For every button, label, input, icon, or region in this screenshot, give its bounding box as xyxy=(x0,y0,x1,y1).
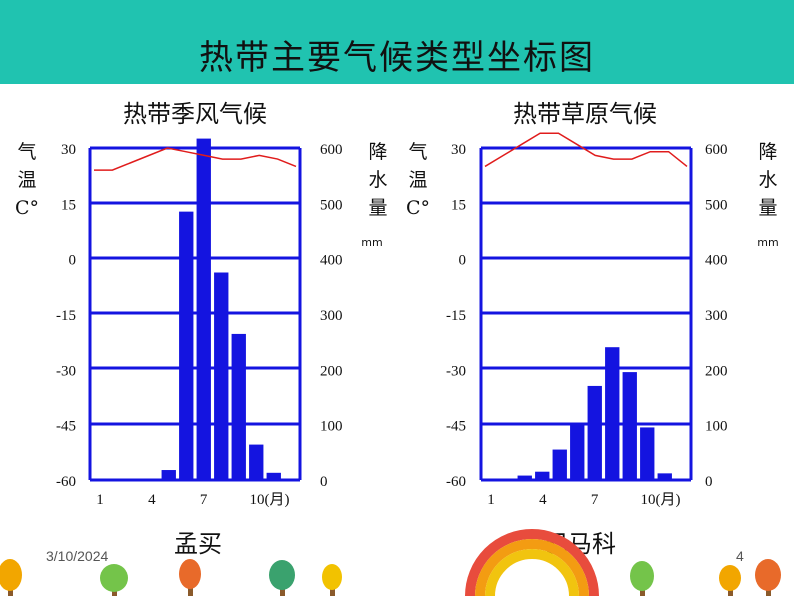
precip-bar-12 xyxy=(284,478,299,480)
precip-tick-label: 500 xyxy=(705,197,728,213)
precip-bar-2 xyxy=(109,479,124,480)
precip-axis-label: 量 xyxy=(758,197,777,219)
precip-axis-label: 水 xyxy=(368,169,387,191)
precip-tick-label: 200 xyxy=(320,363,343,379)
slide-page-number: 4 xyxy=(736,548,744,564)
slide-date: 3/10/2024 xyxy=(46,548,109,564)
precip-bar-5 xyxy=(552,449,567,480)
precip-bar-6 xyxy=(179,211,194,480)
temp-axis-label: 温 xyxy=(17,169,36,191)
precip-tick-label: 500 xyxy=(320,197,343,213)
precip-tick-label: 400 xyxy=(320,253,343,269)
x-tick-label: 4 xyxy=(148,492,156,508)
temp-tick-label: -30 xyxy=(446,363,466,379)
precip-bar-6 xyxy=(570,423,585,480)
precip-tick-label: 300 xyxy=(705,308,728,324)
precip-bar-8 xyxy=(214,272,229,480)
chart-title: 热带季风气候 xyxy=(123,100,267,128)
station-name: 孟买 xyxy=(174,530,222,558)
temp-axis-label: C° xyxy=(15,197,39,219)
temp-axis-label: 温 xyxy=(408,169,427,191)
x-tick-label: 4 xyxy=(539,492,547,508)
temp-tick-label: -45 xyxy=(446,419,466,435)
precip-bar-5 xyxy=(161,470,176,480)
precip-tick-label: 0 xyxy=(705,474,713,490)
precip-tick-label: 600 xyxy=(705,142,728,158)
precip-bar-3 xyxy=(517,475,532,480)
temp-tick-label: -60 xyxy=(446,474,466,490)
temperature-line xyxy=(484,132,688,168)
temp-tick-label: -60 xyxy=(56,474,76,490)
temp-tick-label: 30 xyxy=(451,142,466,158)
temp-tick-label: -15 xyxy=(56,308,76,324)
x-tick-label: 10(月) xyxy=(249,492,289,508)
precip-bar-7 xyxy=(196,138,211,481)
precip-tick-label: 200 xyxy=(705,363,728,379)
temp-tick-label: 15 xyxy=(61,197,76,213)
precip-bar-10 xyxy=(249,444,264,480)
precip-axis-label: 降 xyxy=(758,141,777,163)
temp-tick-label: 15 xyxy=(451,197,466,213)
temp-tick-label: -15 xyxy=(446,308,466,324)
precip-axis-label: 降 xyxy=(368,141,387,163)
chart-title: 热带草原气候 xyxy=(513,100,657,128)
x-tick-label: 7 xyxy=(591,492,599,508)
precip-bar-8 xyxy=(605,347,620,480)
precip-tick-label: 300 xyxy=(320,308,343,324)
x-tick-label: 10(月) xyxy=(640,492,680,508)
precip-tick-label: 400 xyxy=(705,253,728,269)
precip-unit-label: mm xyxy=(361,236,382,249)
temp-tick-label: 0 xyxy=(459,253,467,269)
precip-bar-9 xyxy=(231,333,246,480)
precip-bar-1 xyxy=(91,478,106,480)
precip-tick-label: 0 xyxy=(320,474,328,490)
precip-bar-11 xyxy=(657,473,672,480)
precip-bar-10 xyxy=(640,427,655,480)
precip-tick-label: 600 xyxy=(320,142,343,158)
precip-axis-label: 水 xyxy=(758,169,777,191)
precip-tick-label: 100 xyxy=(320,419,343,435)
temperature-line xyxy=(94,147,297,171)
x-tick-label: 1 xyxy=(487,492,495,508)
temp-tick-label: -45 xyxy=(56,419,76,435)
x-tick-label: 7 xyxy=(200,492,208,508)
temp-tick-label: -30 xyxy=(56,363,76,379)
precip-unit-label: mm xyxy=(757,236,778,249)
slide-title: 热带主要气候类型坐标图 xyxy=(199,38,595,78)
temp-tick-label: 30 xyxy=(61,142,76,158)
precip-axis-label: 量 xyxy=(368,197,387,219)
title-bar xyxy=(0,0,794,84)
precip-bar-7 xyxy=(587,385,602,480)
precip-bar-11 xyxy=(266,472,281,480)
precip-bar-4 xyxy=(535,471,550,480)
station-name: 巴马科 xyxy=(544,530,616,558)
precip-bar-1 xyxy=(482,478,497,480)
temp-axis-label: 气 xyxy=(408,141,427,163)
precip-bar-9 xyxy=(622,372,637,480)
temp-tick-label: 0 xyxy=(69,253,77,269)
temp-axis-label: C° xyxy=(406,197,430,219)
precip-bar-4 xyxy=(144,478,159,480)
x-tick-label: 1 xyxy=(96,492,104,508)
temp-axis-label: 气 xyxy=(17,141,36,163)
precip-tick-label: 100 xyxy=(705,419,728,435)
